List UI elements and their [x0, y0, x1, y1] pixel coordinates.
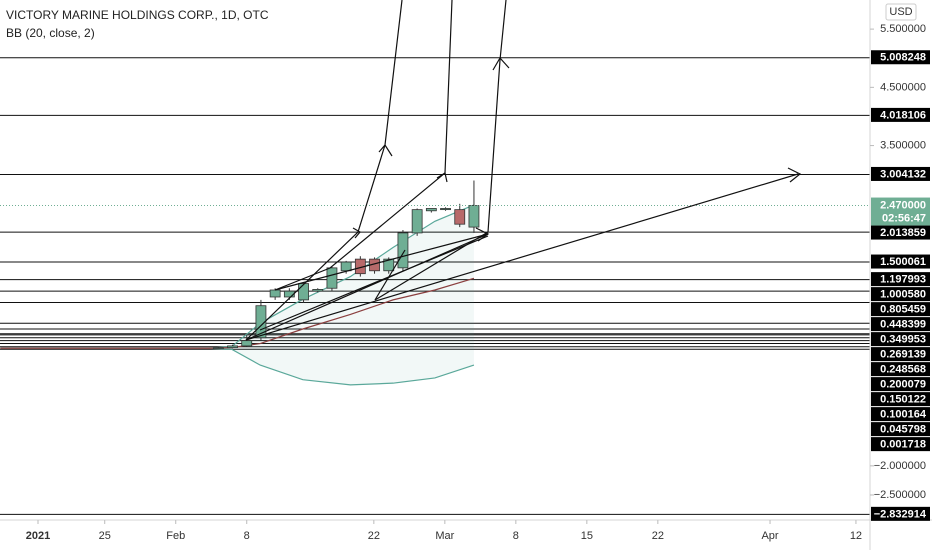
candle-body — [340, 261, 352, 272]
indicator-legend: BB (20, close, 2) — [6, 26, 95, 40]
y-tick-label: −2.500000 — [874, 489, 926, 501]
x-tick-label: Feb — [166, 530, 185, 542]
level-box — [871, 347, 930, 362]
trend-line — [374, 249, 406, 301]
countdown: 02:56:47 — [882, 212, 926, 224]
arrow-head — [352, 227, 361, 239]
level-label: 0.248568 — [880, 364, 926, 376]
level-label: 0.448399 — [880, 319, 926, 331]
currency-badge[interactable] — [885, 3, 917, 21]
level-box — [871, 506, 930, 521]
trend-line — [245, 233, 489, 341]
candle-body — [255, 305, 267, 339]
y-tick-label: −2.000000 — [874, 460, 926, 472]
y-tick-label: 4.500000 — [880, 81, 926, 93]
candle-body — [425, 208, 437, 212]
trend-arrow — [374, 0, 507, 301]
candle-body — [212, 347, 224, 350]
x-tick-label: 12 — [850, 530, 862, 542]
level-box — [871, 166, 930, 181]
level-box — [871, 254, 930, 269]
level-label: 0.150122 — [880, 394, 926, 406]
x-tick-label: 25 — [99, 530, 111, 542]
level-label: 0.045798 — [880, 424, 926, 436]
level-label: 4.018106 — [880, 109, 926, 121]
last-price-box — [871, 197, 930, 226]
trend-line — [245, 173, 799, 341]
level-label: 1.000580 — [880, 289, 926, 301]
candle-body — [227, 345, 238, 349]
level-box — [871, 272, 930, 287]
candle-body — [397, 232, 409, 269]
trend-drawings — [245, 0, 802, 341]
level-label: −2.832914 — [874, 508, 927, 520]
candle-body — [312, 289, 324, 292]
candle-body — [298, 283, 309, 301]
y-tick-label: 3.500000 — [880, 139, 926, 151]
x-tick-label: Mar — [435, 530, 454, 542]
chart-title: VICTORY MARINE HOLDINGS CORP., 1D, OTC — [6, 8, 269, 22]
level-box — [871, 392, 930, 407]
arrow-head — [436, 172, 448, 183]
x-tick-label: 22 — [652, 530, 664, 542]
level-box — [871, 362, 930, 377]
x-tick-label: 22 — [368, 530, 380, 542]
trend-arrow — [245, 0, 403, 341]
x-tick-label: 2021 — [26, 530, 50, 542]
candle-body — [454, 209, 466, 225]
trend-line — [259, 235, 489, 331]
candle-body — [468, 205, 480, 228]
candle-body — [241, 340, 253, 347]
level-label: 0.269139 — [880, 349, 926, 361]
level-label: 0.349953 — [880, 334, 926, 346]
level-label: 1.500061 — [880, 256, 926, 268]
trend-arrow — [274, 0, 453, 291]
candle-body — [383, 258, 395, 272]
level-label: 0.200079 — [880, 379, 926, 391]
level-label: 1.197993 — [880, 274, 926, 286]
level-box — [871, 302, 930, 317]
last-price-label: 2.470000 — [880, 199, 926, 211]
trend-line — [274, 233, 489, 291]
x-tick-label: 8 — [513, 530, 519, 542]
level-label: 0.100164 — [880, 409, 927, 421]
currency: USD — [889, 6, 912, 18]
level-box — [871, 225, 930, 240]
x-tick-label: 15 — [581, 530, 593, 542]
level-label: 5.008248 — [880, 52, 926, 64]
level-label: 0.001718 — [880, 439, 926, 451]
level-label: 2.013859 — [880, 227, 926, 239]
arrow-head — [378, 143, 393, 157]
level-label: 3.004132 — [880, 168, 926, 180]
level-box — [871, 377, 930, 392]
x-tick-label: Apr — [761, 530, 778, 542]
level-box — [871, 332, 930, 347]
candle-body — [326, 267, 338, 289]
level-box — [871, 107, 930, 122]
level-box — [871, 437, 930, 452]
level-label: 0.805459 — [880, 304, 926, 316]
candle-body — [269, 289, 281, 298]
level-box — [871, 50, 930, 65]
level-box — [871, 317, 930, 332]
level-box — [871, 422, 930, 437]
x-tick-label: 8 — [244, 530, 250, 542]
level-box — [871, 407, 930, 422]
y-tick-label: 5.500000 — [880, 23, 926, 35]
level-box — [871, 287, 930, 302]
arrow-head — [492, 56, 510, 71]
arrow-head — [787, 167, 802, 183]
candle-body — [440, 208, 451, 211]
band-fill — [0, 204, 474, 385]
candle-body — [411, 209, 423, 234]
